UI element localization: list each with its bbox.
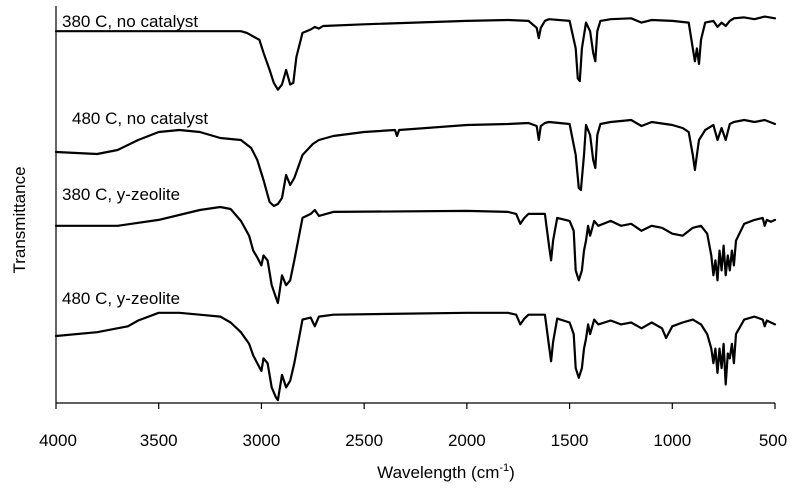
x-axis-label: Wavelength (cm-1) xyxy=(377,462,515,482)
x-tick-label: 2000 xyxy=(448,431,486,450)
spectra-traces xyxy=(54,15,777,402)
x-axis-label-superscript: -1 xyxy=(499,462,509,474)
series-label-1: 380 C, no catalyst xyxy=(62,12,198,31)
x-tick-label: 4000 xyxy=(39,431,77,450)
axes xyxy=(55,6,775,404)
x-ticks: 4000 3500 3000 2500 2000 1500 1000 500 xyxy=(39,403,787,450)
x-axis-label-main: Wavelength (cm xyxy=(377,463,499,482)
x-axis-label-close: ) xyxy=(509,463,515,482)
x-tick-label: 3500 xyxy=(140,431,178,450)
series-label-4: 480 C, y-zeolite xyxy=(62,289,180,308)
x-tick-label: 1500 xyxy=(551,431,589,450)
x-tick-label: 500 xyxy=(759,431,787,450)
y-axis-label: Transmittance xyxy=(10,166,29,273)
spectrum-line-3 xyxy=(54,205,777,305)
series-label-2: 480 C, no catalyst xyxy=(72,109,208,128)
spectrum-line-4 xyxy=(54,311,777,402)
series-label-3: 380 C, y-zeolite xyxy=(62,185,180,204)
series-labels: 380 C, no catalyst 480 C, no catalyst 380 … xyxy=(62,12,208,308)
x-tick-label: 1000 xyxy=(653,431,691,450)
x-tick-label: 2500 xyxy=(345,431,383,450)
x-tick-label: 3000 xyxy=(243,431,281,450)
spectrum-line-2 xyxy=(54,118,777,208)
spectrum-line-1 xyxy=(54,15,777,91)
